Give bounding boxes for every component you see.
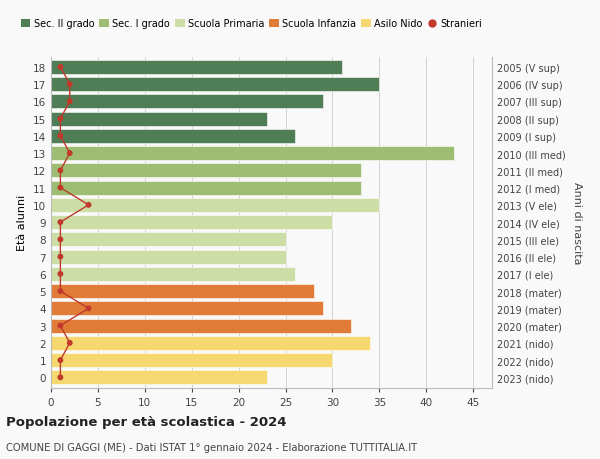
- Point: [56, 288, 65, 295]
- Bar: [51, 336, 370, 350]
- Point: [56, 133, 65, 140]
- Bar: [51, 285, 314, 298]
- Bar: [51, 353, 332, 367]
- Bar: [51, 233, 286, 247]
- Bar: [51, 112, 267, 126]
- Point: [65, 340, 74, 347]
- Legend: Sec. II grado, Sec. I grado, Scuola Primaria, Scuola Infanzia, Asilo Nido, Stran: Sec. II grado, Sec. I grado, Scuola Prim…: [20, 19, 482, 29]
- Text: Popolazione per età scolastica - 2024: Popolazione per età scolastica - 2024: [6, 415, 287, 428]
- Bar: [51, 78, 379, 92]
- Bar: [51, 147, 454, 161]
- Bar: [51, 267, 295, 281]
- Bar: [51, 164, 361, 178]
- Bar: [51, 129, 295, 144]
- Point: [56, 168, 65, 175]
- Point: [56, 116, 65, 123]
- Point: [65, 81, 74, 89]
- Point: [84, 305, 94, 312]
- Bar: [51, 319, 351, 333]
- Point: [65, 150, 74, 157]
- Point: [84, 202, 94, 209]
- Point: [56, 357, 65, 364]
- Bar: [51, 95, 323, 109]
- Point: [56, 64, 65, 71]
- Point: [56, 374, 65, 381]
- Bar: [51, 61, 342, 75]
- Point: [56, 236, 65, 243]
- Text: COMUNE DI GAGGI (ME) - Dati ISTAT 1° gennaio 2024 - Elaborazione TUTTITALIA.IT: COMUNE DI GAGGI (ME) - Dati ISTAT 1° gen…: [6, 442, 417, 452]
- Bar: [51, 370, 267, 385]
- Bar: [51, 302, 323, 316]
- Bar: [51, 216, 332, 230]
- Point: [56, 270, 65, 278]
- Point: [56, 219, 65, 226]
- Y-axis label: Età alunni: Età alunni: [17, 195, 28, 251]
- Bar: [51, 198, 379, 213]
- Y-axis label: Anni di nascita: Anni di nascita: [572, 181, 582, 264]
- Point: [56, 185, 65, 192]
- Bar: [51, 181, 361, 195]
- Point: [65, 99, 74, 106]
- Point: [56, 322, 65, 330]
- Point: [56, 253, 65, 261]
- Bar: [51, 250, 286, 264]
